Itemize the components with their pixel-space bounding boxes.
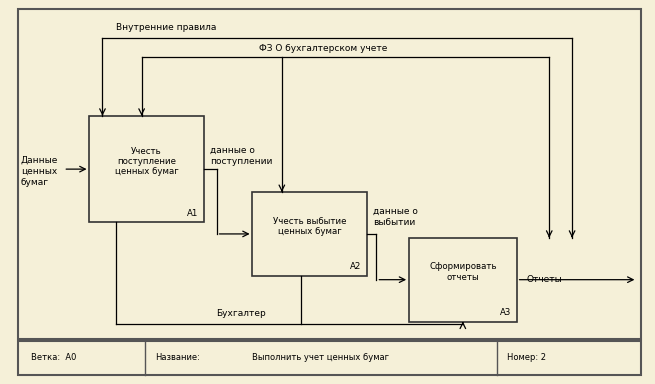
Text: Отчеты: Отчеты bbox=[527, 275, 562, 284]
Text: Внутренние правила: Внутренние правила bbox=[115, 23, 216, 32]
Text: А3: А3 bbox=[500, 308, 512, 317]
Text: А2: А2 bbox=[350, 262, 362, 271]
Text: Ветка:  А0: Ветка: А0 bbox=[31, 353, 76, 362]
Bar bbox=[252, 192, 367, 276]
Text: данные о
выбытии: данные о выбытии bbox=[373, 207, 418, 227]
Text: А1: А1 bbox=[187, 209, 198, 218]
Text: данные о
поступлении: данные о поступлении bbox=[210, 146, 272, 166]
Text: Название:: Название: bbox=[155, 353, 200, 362]
Bar bbox=[18, 9, 641, 339]
Text: Сформировать
отчеты: Сформировать отчеты bbox=[429, 262, 496, 282]
Text: Выполнить учет ценных бумаг: Выполнить учет ценных бумаг bbox=[252, 353, 390, 362]
Bar bbox=[90, 116, 204, 222]
Text: ФЗ О бухгалтерском учете: ФЗ О бухгалтерском учете bbox=[259, 44, 387, 53]
Text: Данные
ценных
бумаг: Данные ценных бумаг bbox=[21, 156, 58, 187]
Bar bbox=[409, 238, 517, 322]
Text: Учесть выбытие
ценных бумаг: Учесть выбытие ценных бумаг bbox=[273, 217, 346, 236]
Text: Бухгалтер: Бухгалтер bbox=[217, 309, 267, 318]
Text: Номер: 2: Номер: 2 bbox=[507, 353, 546, 362]
Text: Учесть
поступление
ценных бумаг: Учесть поступление ценных бумаг bbox=[115, 147, 178, 176]
Bar bbox=[18, 341, 641, 375]
